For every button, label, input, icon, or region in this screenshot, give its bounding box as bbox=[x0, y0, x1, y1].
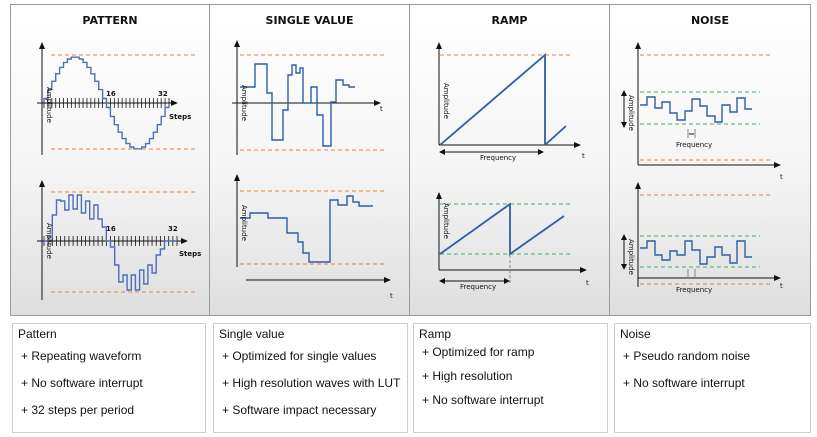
noise-frequency-label-b: Frequency bbox=[676, 286, 712, 294]
pattern-description: Pattern + Repeating waveform + No softwa… bbox=[12, 323, 206, 433]
ramp-panel: RAMP Frequency t Amplitude bbox=[410, 5, 610, 315]
single-value-amp-label-b: Amplitude bbox=[240, 205, 248, 241]
single-value-description-title: Single value bbox=[219, 327, 285, 341]
pattern-description-title: Pattern bbox=[18, 327, 57, 341]
ramp-feature: + Optimized for ramp bbox=[422, 345, 535, 359]
ramp-description-title: Ramp bbox=[419, 327, 452, 341]
ramp-sawtooth-a bbox=[439, 53, 546, 146]
noise-description-title: Noise bbox=[620, 327, 651, 341]
pattern-ticks bbox=[43, 98, 170, 108]
noise-description: Noise + Pseudo random noise + No softwar… bbox=[614, 323, 811, 433]
ramp-sawtooth-b bbox=[439, 202, 565, 256]
pattern-label-32: 32 bbox=[158, 90, 168, 98]
noise-title: NOISE bbox=[690, 14, 730, 27]
ramp-feature: + No software interrupt bbox=[422, 393, 544, 407]
single-value-feature: + Optimized for single values bbox=[222, 349, 377, 363]
noise-panel: NOISE Frequency t Amplitude bbox=[610, 5, 810, 315]
pattern-label-steps: Steps bbox=[169, 113, 191, 121]
ramp-frequency-label: Frequency bbox=[480, 154, 516, 162]
noise-label-t: t bbox=[780, 173, 783, 181]
ramp-title: RAMP bbox=[491, 14, 528, 27]
single-value-label-t: t bbox=[380, 105, 383, 113]
pattern-feature: + 32 steps per period bbox=[21, 403, 135, 417]
noise-waveform-b bbox=[640, 240, 752, 265]
single-value-amp-label: Amplitude bbox=[240, 85, 248, 121]
single-value-label-t-b: t bbox=[390, 292, 393, 300]
noise-feature: + No software interrupt bbox=[623, 376, 745, 390]
pattern-title: PATTERN bbox=[82, 14, 138, 27]
pattern-label-steps-b: Steps bbox=[179, 250, 201, 258]
single-value-waveform-a bbox=[240, 63, 355, 147]
pattern-amp-label: Amplitude bbox=[45, 87, 53, 123]
pattern-complex-staircase bbox=[44, 194, 177, 291]
pattern-graphic: 16 32 Steps Amplitude 16 32 Steps Amplit… bbox=[37, 42, 201, 300]
waveform-diagram: PATTERN 16 32 Steps Amplitude 16 32 Step bbox=[10, 4, 811, 316]
single-value-waveform-b bbox=[240, 195, 373, 263]
noise-amp-label-b: Amplitude bbox=[627, 239, 635, 275]
pattern-label-16: 16 bbox=[106, 90, 116, 98]
pattern-amp-label-b: Amplitude bbox=[45, 223, 53, 259]
ramp-label-t: t bbox=[582, 152, 585, 160]
pattern-feature: + No software interrupt bbox=[21, 376, 143, 390]
noise-amp-label: Amplitude bbox=[627, 95, 635, 131]
single-value-feature: + High resolution waves with LUT bbox=[222, 376, 401, 390]
noise-feature: + Pseudo random noise bbox=[623, 349, 751, 363]
ramp-frequency-label-b: Frequency bbox=[460, 283, 496, 291]
single-value-title: SINGLE VALUE bbox=[265, 14, 354, 27]
pattern-feature: + Repeating waveform bbox=[21, 349, 142, 363]
pattern-panel: PATTERN 16 32 Steps Amplitude 16 32 Step bbox=[11, 5, 210, 315]
ramp-description: Ramp + Optimized for ramp + High resolut… bbox=[413, 323, 608, 433]
pattern-y-arrow bbox=[39, 42, 45, 49]
single-value-description: Single value + Optimized for single valu… bbox=[213, 323, 408, 433]
single-value-feature: + Software impact necessary bbox=[222, 403, 377, 417]
ramp-amp-label: Amplitude bbox=[442, 83, 450, 119]
noise-waveform-a bbox=[640, 96, 752, 123]
noise-label-t-b: t bbox=[780, 282, 783, 290]
ramp-feature: + High resolution bbox=[422, 369, 513, 383]
pattern-label-32-b: 32 bbox=[168, 225, 178, 233]
single-value-panel: SINGLE VALUE t Amplitude t Amplitude bbox=[210, 5, 410, 315]
pattern-label-16-b: 16 bbox=[106, 225, 116, 233]
ramp-label-t-b: t bbox=[586, 279, 589, 287]
ramp-amp-label-b: Amplitude bbox=[442, 203, 450, 239]
noise-frequency-label: Frequency bbox=[676, 141, 712, 149]
pattern-sine-staircase bbox=[44, 56, 169, 150]
